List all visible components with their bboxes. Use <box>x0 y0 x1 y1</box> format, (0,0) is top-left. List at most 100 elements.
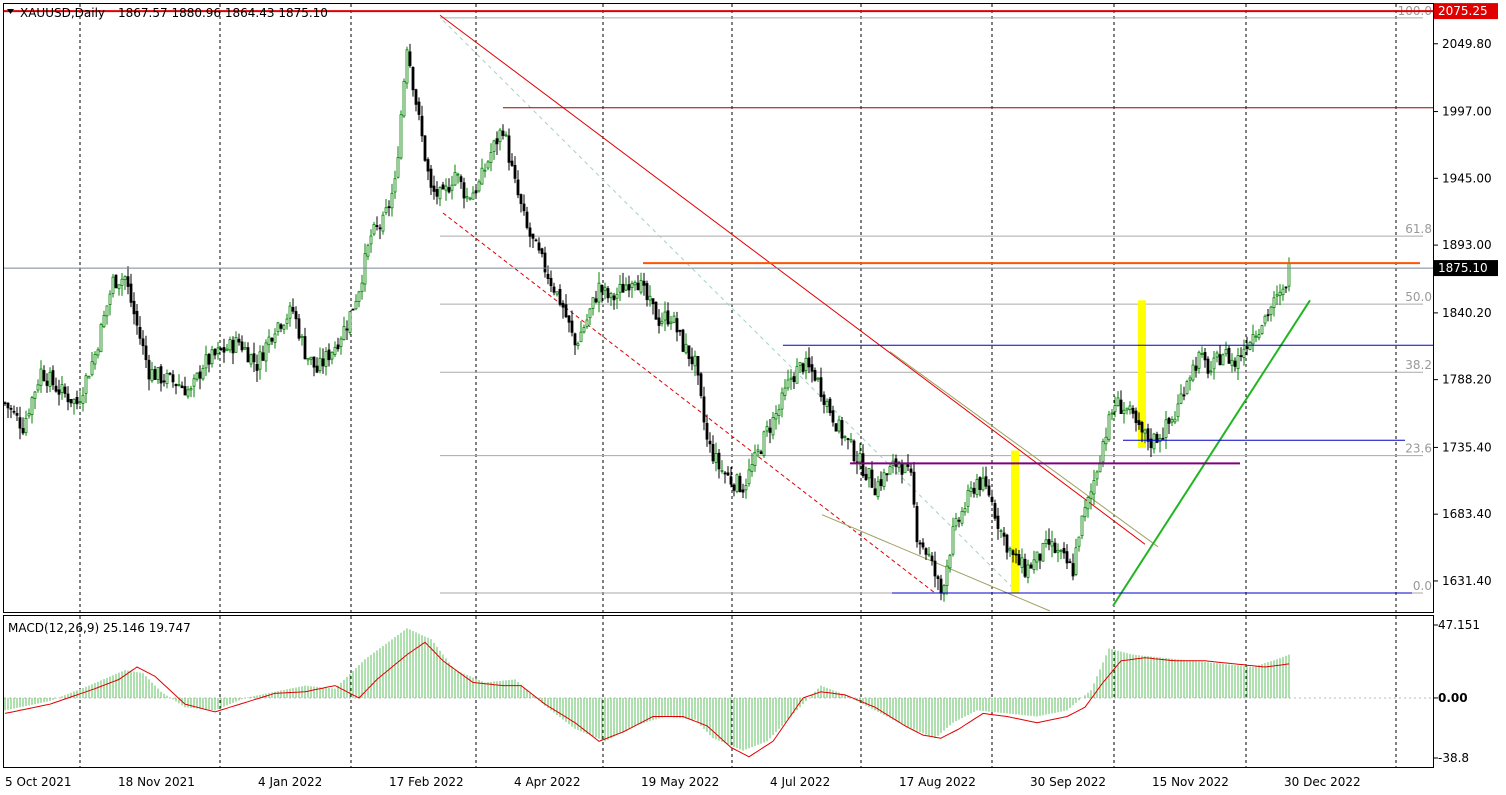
candle-bull <box>450 184 454 191</box>
candle-bear <box>990 496 994 503</box>
candle-bear <box>519 194 523 204</box>
fib-level-label: 0.0 <box>1413 579 1432 593</box>
candle-bear <box>528 227 532 237</box>
candle-bull <box>1263 315 1267 324</box>
candle-bear <box>153 369 157 380</box>
candle-bear <box>426 159 430 172</box>
candle-bear <box>651 298 655 305</box>
candle-bull <box>324 351 328 367</box>
candle-bull <box>60 384 64 393</box>
candle-bear <box>303 336 307 360</box>
candle-bull <box>639 280 643 293</box>
candle-bear <box>729 476 733 485</box>
candle-bull <box>105 305 109 317</box>
candle-bear <box>1071 563 1075 577</box>
x-tick-label: 17 Feb 2022 <box>389 775 464 789</box>
candle-bear <box>690 356 694 365</box>
candle-bull <box>306 357 310 361</box>
candle-bull <box>753 452 757 466</box>
candle-bear <box>831 410 835 423</box>
candle-bear <box>549 277 553 287</box>
candle-bull <box>591 297 595 309</box>
time-axis: 5 Oct 2021 18 Nov 2021 4 Jan 2022 17 Feb 20… <box>5 775 1361 789</box>
candle-bull <box>165 373 169 384</box>
candle-bear <box>222 347 226 353</box>
fib-level-label: 38.2 <box>1405 358 1432 372</box>
candle-bull <box>954 517 958 527</box>
candle-bull <box>1050 541 1054 547</box>
candle-bear <box>54 385 58 392</box>
candle-bull <box>1278 291 1282 297</box>
candle-bear <box>252 353 256 363</box>
candle-bull <box>1185 381 1189 395</box>
candle-bull <box>576 343 580 347</box>
candle-bull <box>39 368 43 386</box>
candle-bull <box>30 397 34 415</box>
candle-bear <box>129 283 133 303</box>
candle-bull <box>1230 359 1234 366</box>
candle-bull <box>849 439 853 442</box>
symbol-menu-triangle-icon[interactable] <box>7 9 14 14</box>
candle-bear <box>957 519 961 522</box>
candle-bear <box>435 189 439 197</box>
candle-bear <box>312 356 316 368</box>
candle-bull <box>1224 348 1228 355</box>
symbol-title[interactable]: XAUUSD,Daily <box>20 6 105 20</box>
candle-bear <box>828 398 832 414</box>
candle-bull <box>318 357 322 372</box>
candle-bear <box>558 288 562 305</box>
candle-bull <box>975 479 979 495</box>
candle-bear <box>207 353 211 365</box>
macd-tick-label: -38.8 <box>1438 751 1469 765</box>
candle-bear <box>933 560 937 577</box>
candle-bear <box>885 473 889 476</box>
candle-bear <box>429 168 433 188</box>
candle-bear <box>69 398 73 404</box>
candle-bear <box>510 160 514 166</box>
candle-bull <box>366 244 370 257</box>
candle-bear <box>183 386 187 396</box>
candle-bull <box>357 291 361 302</box>
candle-bull <box>1248 341 1252 350</box>
candle-bull <box>1179 393 1183 404</box>
candle-bull <box>1143 429 1147 434</box>
candle-bear <box>573 333 577 346</box>
candle-bull <box>756 449 760 452</box>
candle-bull <box>966 490 970 507</box>
candle-bear <box>717 452 721 470</box>
candle-bull <box>216 347 220 355</box>
candle-bear <box>198 371 202 379</box>
candle-bear <box>1203 352 1207 361</box>
candle-bear <box>1002 532 1006 537</box>
candle-bull <box>210 349 214 365</box>
candle-bear <box>657 317 661 326</box>
candle-bear <box>819 377 823 398</box>
candle-bull <box>1215 352 1219 358</box>
candle-bear <box>1155 433 1159 443</box>
candle-bull <box>1236 355 1240 370</box>
candle-bull <box>867 467 871 479</box>
candle-bull <box>1164 419 1168 438</box>
candle-bull <box>837 419 841 432</box>
candle-bull <box>300 335 304 338</box>
candle-bear <box>666 310 670 325</box>
candle-bear <box>1146 428 1150 442</box>
candle-bear <box>63 386 67 394</box>
channel-mid-line <box>442 20 1019 594</box>
candle-bull <box>1176 403 1180 418</box>
candle-bear <box>840 420 844 439</box>
candle-bear <box>417 101 421 115</box>
trend-drawings <box>439 14 1311 612</box>
candle-bear <box>675 318 679 333</box>
candle-bear <box>1245 346 1249 350</box>
candle-bull <box>486 161 490 169</box>
candle-bear <box>21 427 25 434</box>
candle-bear <box>801 363 805 372</box>
price-pane <box>3 3 1434 613</box>
candle-bull <box>369 235 373 245</box>
macd-indicator <box>4 628 1433 758</box>
candle-bull <box>120 278 124 286</box>
candle-bull <box>816 377 820 380</box>
candle-bear <box>792 376 796 383</box>
candle-bull <box>456 173 460 176</box>
